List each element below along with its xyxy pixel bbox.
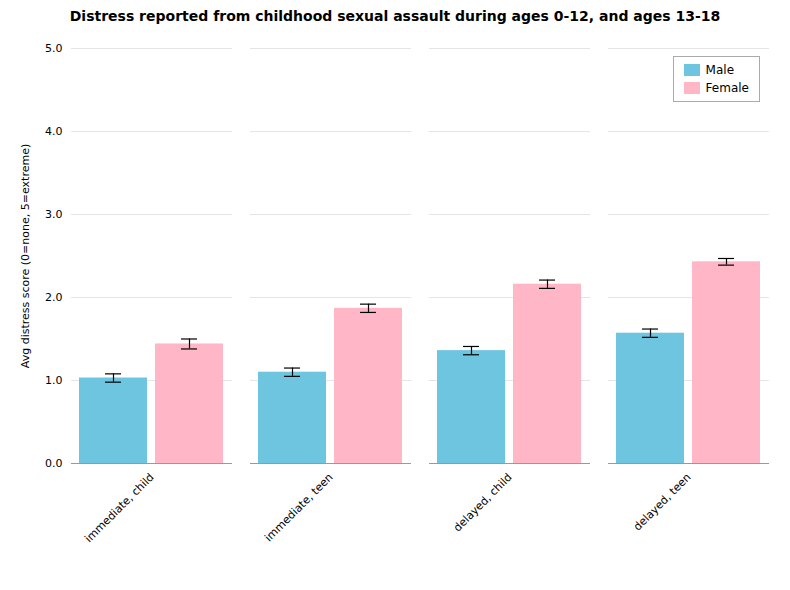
svg-text:5.0: 5.0 — [45, 42, 63, 55]
html-text:Male: Male — [705, 63, 734, 77]
svg-text:1.0: 1.0 — [45, 374, 63, 387]
svg-text:2.0: 2.0 — [45, 291, 63, 304]
html-text:Female: Female — [705, 81, 749, 95]
svg-text:delayed, child: delayed, child — [451, 471, 515, 535]
svg-text:Avg distress score (0=none, 5=: Avg distress score (0=none, 5=extreme) — [19, 144, 32, 368]
html-text:Distress reported from childho: Distress reported from childhood sexual … — [69, 8, 721, 24]
svg-text:0.0: 0.0 — [45, 457, 63, 470]
svg-text:delayed, teen: delayed, teen — [631, 471, 694, 534]
svg-text:immediate, child: immediate, child — [82, 471, 156, 545]
svg-text:3.0: 3.0 — [45, 208, 63, 221]
svg-text:4.0: 4.0 — [45, 125, 63, 138]
svg-text:immediate, teen: immediate, teen — [262, 471, 336, 545]
